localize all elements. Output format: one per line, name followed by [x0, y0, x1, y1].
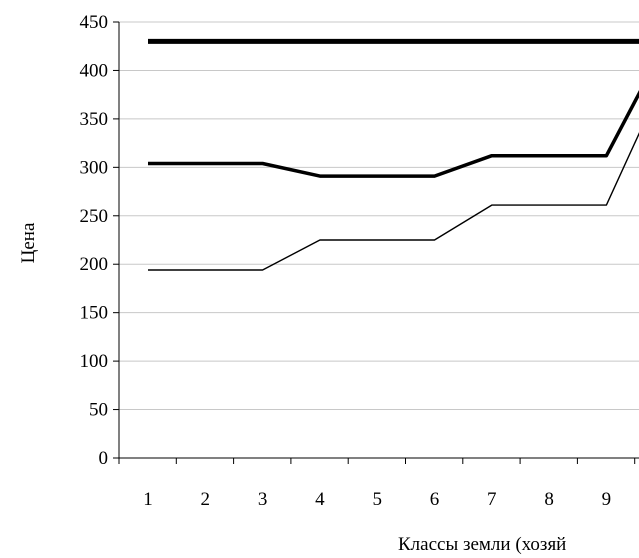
series-line-3	[148, 132, 639, 271]
x-tick-label: 5	[372, 489, 382, 510]
y-axis-title: Цена	[18, 222, 39, 263]
y-tick-label: 350	[80, 109, 109, 130]
x-tick-label: 6	[430, 489, 440, 510]
x-tick-label: 7	[487, 489, 497, 510]
x-axis-title: Классы земли (хозяй	[398, 534, 566, 555]
y-tick-label: 100	[80, 351, 109, 372]
y-tick-label: 200	[80, 254, 109, 275]
y-tick-label: 300	[80, 157, 109, 178]
y-tick-label: 250	[80, 206, 109, 227]
axes	[113, 21, 639, 464]
y-tick-label: 450	[80, 12, 109, 33]
x-tick-label: 2	[201, 489, 211, 510]
x-tick-label: 8	[544, 489, 554, 510]
gridlines	[119, 21, 639, 411]
x-tick-label: 1	[143, 489, 153, 510]
y-tick-label: 0	[99, 448, 109, 469]
x-tick-label: 3	[258, 489, 268, 510]
series-lines	[148, 38, 639, 271]
tick-labels: 0 50 100 150 200 250 300 350 400 450 1 2 3 4 5 6 7 8 9	[80, 12, 612, 510]
x-tick-label: 9	[602, 489, 612, 510]
y-tick-label: 50	[89, 400, 108, 421]
y-tick-label: 400	[80, 60, 109, 81]
x-tick-label: 4	[315, 489, 325, 510]
series-line-2	[148, 89, 639, 178]
y-tick-label: 150	[80, 303, 109, 324]
